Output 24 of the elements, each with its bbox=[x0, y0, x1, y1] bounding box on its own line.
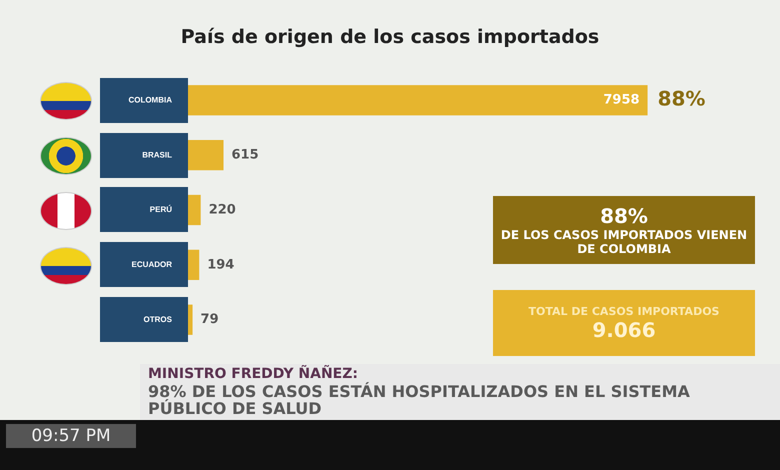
data-label: 220 bbox=[208, 202, 236, 218]
text: MINISTRO FREDDY ÑAÑEZ: bbox=[148, 366, 359, 382]
data-label: 615 bbox=[232, 147, 259, 162]
annotation: 9.066 bbox=[591, 318, 657, 342]
y-tick-label: OTROS bbox=[144, 314, 173, 324]
info-box: TOTAL DE CASOS IMPORTADOS 9.066 bbox=[493, 290, 755, 356]
y-tick-label: PERÚ bbox=[150, 204, 172, 214]
annotation: TOTAL DE CASOS IMPORTADOS bbox=[528, 304, 720, 318]
annotation: DE LOS CASOS IMPORTADOS VIENEN DE COLOMBIA bbox=[500, 228, 748, 256]
text: 98% DE LOS CASOS ESTÁN HOSPITALIZADOS EN EL SISTEMA PÚBLICO DE SALUD bbox=[148, 382, 691, 418]
info-box: 88% DE LOS CASOS IMPORTADOS VIENEN DE COLOMBIA bbox=[493, 196, 755, 264]
bar bbox=[188, 194, 201, 226]
y-tick-label: BRASIL bbox=[142, 150, 172, 160]
annotation: 88% bbox=[599, 204, 649, 228]
text: 09:57 PM bbox=[6, 424, 136, 448]
data-label: 194 bbox=[207, 257, 234, 272]
bar bbox=[188, 304, 193, 335]
annotation: 88% bbox=[658, 86, 706, 110]
data-label: 7958 bbox=[603, 92, 640, 108]
chart-title: País de origen de los casos importados bbox=[180, 26, 600, 48]
bar bbox=[188, 250, 200, 280]
y-tick-label: COLOMBIA bbox=[128, 95, 172, 104]
data-label: 79 bbox=[200, 312, 219, 328]
y-tick-label: ECUADOR bbox=[132, 260, 172, 270]
